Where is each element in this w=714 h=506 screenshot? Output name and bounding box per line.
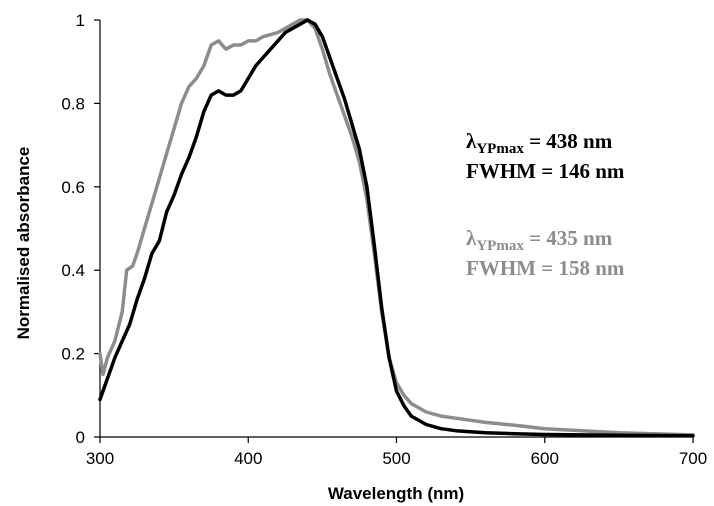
annotation-fwhm-1: FWHM = 146 nm <box>466 159 625 183</box>
x-tick-label: 500 <box>382 449 410 468</box>
lambda-subscript: YPmax <box>476 141 524 157</box>
series-line-1 <box>98 18 695 437</box>
y-tick-label: 0 <box>76 428 85 447</box>
ticks: 300 400 500 600 700 0 0.2 0.4 0.6 0.8 1 <box>61 11 707 468</box>
y-axis-title: Normalised absorbance <box>14 147 33 340</box>
y-tick-label: 0.2 <box>61 345 85 364</box>
annotation-lambda-2: λYPmax = 435 nm <box>466 226 613 254</box>
x-tick-label: 300 <box>86 449 114 468</box>
y-tick-label: 0.4 <box>61 261 85 280</box>
x-tick-label: 600 <box>531 449 559 468</box>
series-line-2 <box>98 18 695 438</box>
y-tick-label: 0.8 <box>61 94 85 113</box>
lambda-symbol: λ <box>466 226 477 250</box>
series-group <box>98 18 695 438</box>
annotation-lambda-1: λYPmax = 438 nm <box>466 129 613 157</box>
y-tick-label: 1 <box>76 11 85 30</box>
x-axis-title: Wavelength (nm) <box>328 484 464 503</box>
y-tick-label: 0.6 <box>61 178 85 197</box>
lambda-symbol: λ <box>466 129 477 153</box>
lambda-value: = 435 nm <box>524 226 613 250</box>
lambda-subscript: YPmax <box>476 238 524 254</box>
lambda-value: = 438 nm <box>524 129 613 153</box>
annotation-fwhm-2: FWHM = 158 nm <box>466 256 625 280</box>
x-tick-label: 700 <box>679 449 707 468</box>
x-tick-label: 400 <box>234 449 262 468</box>
